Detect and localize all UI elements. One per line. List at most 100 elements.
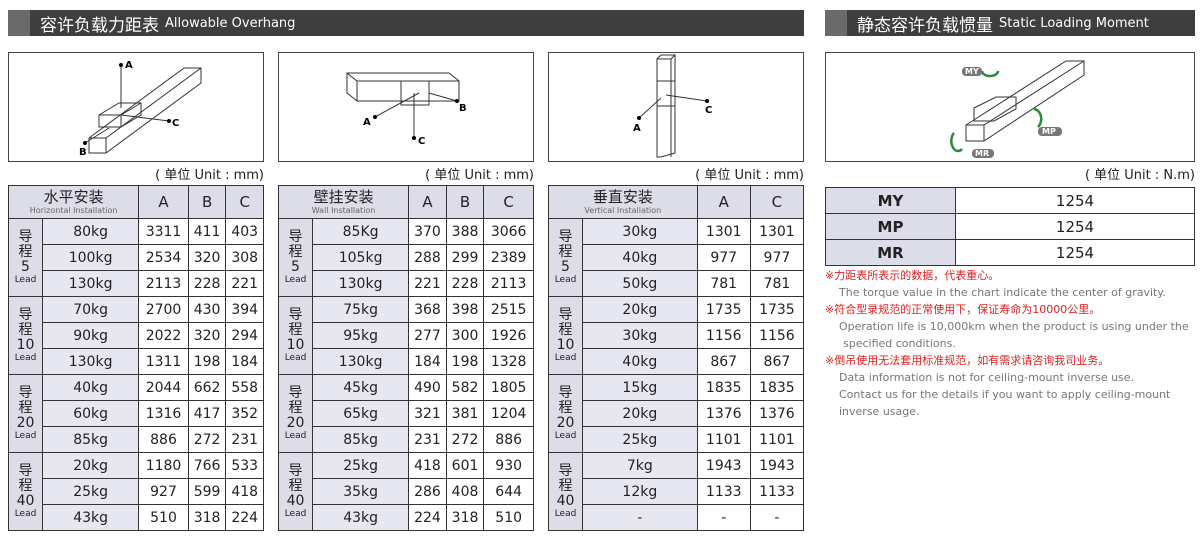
- vertical-table: 垂直安装 Vertical Installation A C 导程 5 Lead 30kg 13…: [548, 185, 805, 531]
- table-header-row: 水平安装 Horizontal Installation A B C: [7, 185, 264, 219]
- value-cell: 403: [225, 218, 264, 245]
- value-cell: 1301: [696, 218, 751, 245]
- load-cell: 80kg: [41, 218, 140, 245]
- value-cell: 558: [225, 374, 264, 401]
- lead-cell: 导程 40 Lead: [8, 452, 43, 531]
- lead-cell: 导程 10 Lead: [8, 296, 43, 375]
- value-cell: 1926: [483, 322, 534, 349]
- value-cell: 1133: [749, 478, 805, 505]
- note-zh: ※力距表所表示的数据，代表重心。: [825, 269, 1000, 282]
- value-cell: 228: [445, 270, 485, 297]
- moment-unit-label: ( 单位 Unit : N.m): [1084, 168, 1195, 183]
- value-cell: 886: [138, 426, 189, 453]
- value-cell: -: [749, 504, 805, 531]
- value-cell: 221: [408, 270, 447, 297]
- table-row: ---: [549, 504, 805, 531]
- load-cell: 20kg: [582, 296, 698, 323]
- table-row: 43kg 224 318 510: [279, 504, 534, 531]
- table-row: 40kg 977 977: [549, 244, 805, 271]
- value-cell: 1376: [749, 400, 805, 427]
- load-cell: 130kg: [311, 270, 410, 297]
- table-row: 25kg 1101 1101: [549, 426, 805, 453]
- moment-value: 1254: [955, 187, 1195, 214]
- value-cell: 184: [225, 348, 264, 375]
- value-cell: 411: [187, 218, 227, 245]
- value-cell: 184: [408, 348, 447, 375]
- value-cell: 1943: [749, 452, 805, 479]
- table-row: 105kg 288 299 2389: [279, 244, 534, 271]
- value-cell: 867: [749, 348, 805, 375]
- installation-header: 水平安装 Horizontal Installation: [7, 185, 140, 219]
- value-cell: 198: [445, 348, 485, 375]
- load-cell: 12kg: [582, 478, 698, 505]
- value-cell: 1805: [483, 374, 534, 401]
- value-cell: 1316: [138, 400, 189, 427]
- lead-cell: 导程 10 Lead: [548, 296, 583, 375]
- table-row: 导程 10 Lead 20kg 1735 1735: [548, 296, 805, 375]
- horizontal-diagram: A C B: [8, 52, 264, 162]
- value-cell: 1835: [696, 374, 751, 401]
- load-cell: 25kg: [582, 426, 698, 453]
- value-cell: 1328: [483, 348, 534, 375]
- unit-label: ( 单位 Unit : mm): [695, 168, 804, 183]
- value-cell: 510: [138, 504, 189, 531]
- value-cell: 370: [408, 218, 447, 245]
- label-my: MY: [965, 67, 979, 76]
- table-row: 130kg 1311 198 184: [9, 348, 264, 375]
- table-row: 20kg 1376 1376: [549, 400, 805, 427]
- value-cell: 320: [187, 244, 227, 271]
- value-cell: 272: [187, 426, 227, 453]
- value-cell: 221: [225, 270, 264, 297]
- lead-cell: 导程 5 Lead: [548, 218, 583, 297]
- moment-diagram: MY MP MR: [825, 52, 1195, 162]
- value-cell: 1101: [749, 426, 805, 453]
- value-cell: 299: [445, 244, 485, 271]
- moment-title-bar: 静态容许负载惯量 Static Loading Moment: [825, 10, 1195, 36]
- value-cell: 766: [187, 452, 227, 479]
- value-cell: 288: [408, 244, 447, 271]
- load-cell: 35kg: [311, 478, 410, 505]
- value-cell: 1204: [483, 400, 534, 427]
- lead-cell: 导程 20 Lead: [8, 374, 43, 453]
- value-cell: 1156: [749, 322, 805, 349]
- table-row: 40kg 867 867: [549, 348, 805, 375]
- column-header: C: [483, 185, 534, 219]
- column-header: B: [187, 185, 227, 219]
- value-cell: -: [696, 504, 751, 531]
- lead-cell: 导程 40 Lead: [278, 452, 313, 531]
- label-a: A: [633, 123, 641, 134]
- value-cell: 977: [696, 244, 751, 271]
- value-cell: 418: [225, 478, 264, 505]
- table-row: 85kg 886 272 231: [9, 426, 264, 453]
- value-cell: 1835: [749, 374, 805, 401]
- value-cell: 231: [408, 426, 447, 453]
- table-row: 100kg 2534 320 308: [9, 244, 264, 271]
- value-cell: 1301: [749, 218, 805, 245]
- load-cell: 85kg: [311, 426, 410, 453]
- value-cell: 321: [408, 400, 447, 427]
- load-cell: 43kg: [41, 504, 140, 531]
- value-cell: 272: [445, 426, 485, 453]
- value-cell: 1376: [696, 400, 751, 427]
- unit-label: ( 单位 Unit : mm): [425, 168, 534, 183]
- moment-row: MR 1254: [825, 239, 1195, 266]
- value-cell: 867: [696, 348, 751, 375]
- value-cell: 320: [187, 322, 227, 349]
- table-row: 95kg 277 300 1926: [279, 322, 534, 349]
- moment-key: MY: [825, 187, 956, 214]
- title-accent: [825, 10, 847, 36]
- note-en: Contact us for the details if you want t…: [839, 388, 1171, 401]
- load-cell: 40kg: [582, 348, 698, 375]
- table-row: 导程 40 Lead 7kg 1943 1943: [548, 452, 805, 531]
- value-cell: 2534: [138, 244, 189, 271]
- value-cell: 228: [187, 270, 227, 297]
- load-cell: 43kg: [311, 504, 410, 531]
- value-cell: 352: [225, 400, 264, 427]
- value-cell: 490: [408, 374, 447, 401]
- value-cell: 394: [225, 296, 264, 323]
- value-cell: 644: [483, 478, 534, 505]
- label-a: A: [125, 60, 133, 71]
- value-cell: 3066: [483, 218, 534, 245]
- column-header: B: [445, 185, 485, 219]
- table-row: 30kg 1156 1156: [549, 322, 805, 349]
